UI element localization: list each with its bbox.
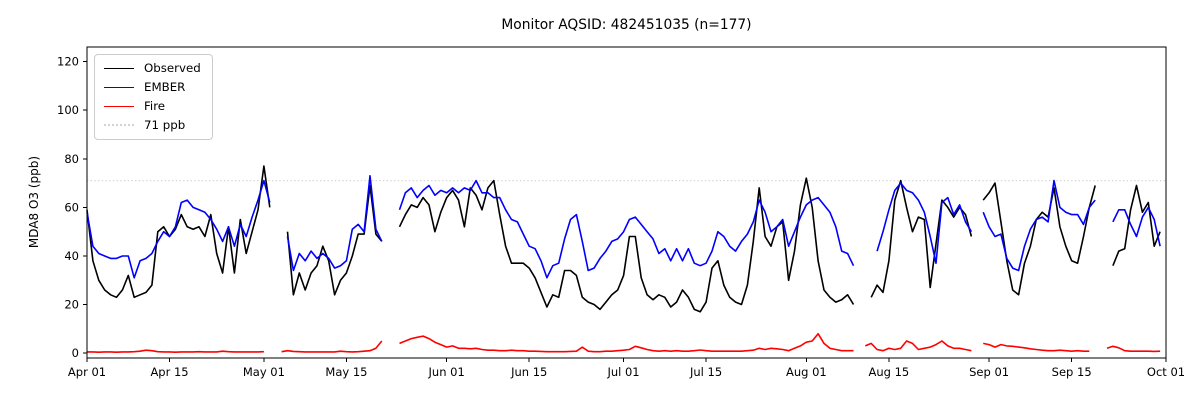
legend-label-threshold: 71 ppb bbox=[144, 117, 186, 132]
y-tick-label: 40 bbox=[64, 249, 79, 263]
y-tick-label: 100 bbox=[57, 103, 79, 117]
series-line-ember bbox=[86, 175, 1161, 279]
x-tick-label: Apr 01 bbox=[68, 365, 106, 379]
legend-item-threshold: 71 ppb bbox=[104, 117, 201, 132]
x-tick-label: Sep 15 bbox=[1052, 365, 1092, 379]
legend-label-ember: EMBER bbox=[144, 79, 186, 94]
x-tick-label: Aug 01 bbox=[786, 365, 827, 379]
legend-label-fire: Fire bbox=[144, 98, 166, 113]
fire-line-swatch bbox=[104, 105, 134, 107]
legend-item-observed: Observed bbox=[104, 62, 201, 75]
axes-spines bbox=[86, 46, 1167, 359]
legend: Observed EMBER Fire 71 ppb bbox=[94, 54, 213, 140]
y-tick-label: 20 bbox=[64, 298, 79, 312]
x-tick-label: Jun 15 bbox=[510, 365, 547, 379]
legend-item-fire: Fire bbox=[104, 98, 201, 113]
y-tick-label: 60 bbox=[64, 200, 79, 214]
x-tick-label: Apr 15 bbox=[150, 365, 188, 379]
observed-line-swatch bbox=[104, 67, 134, 69]
threshold-line-swatch bbox=[104, 124, 134, 127]
x-tick-label: May 15 bbox=[325, 365, 367, 379]
y-tick-label: 120 bbox=[57, 55, 79, 69]
ember-line-swatch bbox=[104, 86, 134, 88]
x-tick-label: Jul 01 bbox=[606, 365, 639, 379]
x-tick-label: May 01 bbox=[243, 365, 285, 379]
chart-title: Monitor AQSID: 482451035 (n=177) bbox=[501, 17, 752, 33]
x-tick-label: Jun 01 bbox=[428, 365, 465, 379]
x-tick-label: Oct 01 bbox=[1147, 365, 1185, 379]
x-tick-label: Jul 15 bbox=[689, 365, 722, 379]
x-tick-label: Sep 01 bbox=[969, 365, 1009, 379]
legend-item-ember: EMBER bbox=[104, 79, 201, 94]
series-line-fire bbox=[87, 332, 1161, 353]
y-tick-label: 80 bbox=[64, 152, 79, 166]
series-line-observed bbox=[86, 165, 1161, 313]
legend-label-observed: Observed bbox=[144, 61, 201, 75]
x-tick-label: Aug 15 bbox=[869, 365, 910, 379]
y-tick-label: 0 bbox=[72, 346, 79, 360]
